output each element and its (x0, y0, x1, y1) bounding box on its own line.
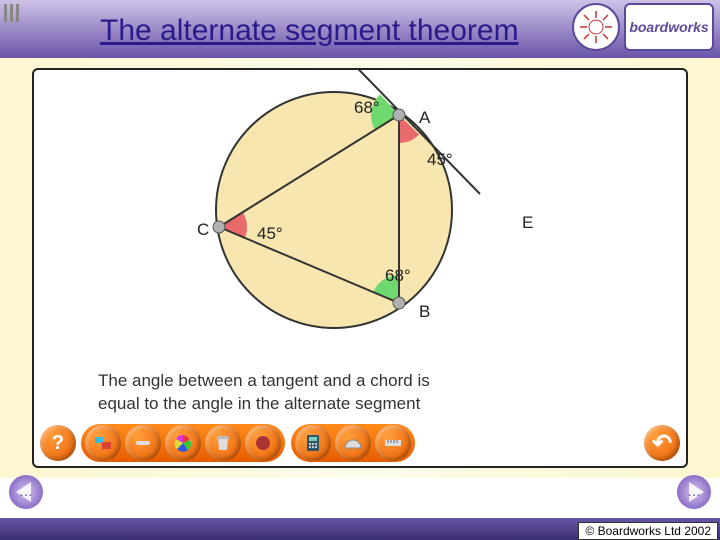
header-bar: The alternate segment theorem boardworks (0, 0, 720, 58)
protractor-icon[interactable] (335, 425, 371, 461)
calculator-icon[interactable] (295, 425, 331, 461)
trash-icon[interactable] (205, 425, 241, 461)
svg-text:68°: 68° (385, 266, 411, 285)
logo-area: boardworks (572, 3, 714, 51)
tool-group-draw (81, 424, 285, 462)
svg-text:B: B (419, 302, 430, 321)
svg-text:…: … (19, 483, 33, 499)
diagram: 68° 45° 45° 68° A B C E (34, 70, 686, 388)
page-title: The alternate segment theorem (100, 14, 519, 48)
sun-icon (572, 3, 620, 51)
ruler-icon[interactable] (375, 425, 411, 461)
next-slide-button[interactable]: … (674, 472, 714, 512)
toolbar: ? (38, 424, 682, 462)
svg-text:A: A (419, 108, 431, 127)
svg-text:E: E (522, 213, 533, 232)
copyright-label: © Boardworks Ltd 2002 (578, 522, 718, 540)
svg-text:45°: 45° (257, 224, 283, 243)
undo-button[interactable]: ↶ (644, 425, 680, 461)
boardworks-logo: boardworks (624, 3, 714, 51)
help-button[interactable]: ? (40, 425, 76, 461)
prev-slide-button[interactable]: … (6, 472, 46, 512)
pen-tool-icon[interactable] (125, 425, 161, 461)
stripes-icon (4, 4, 28, 28)
svg-text:68°: 68° (354, 98, 380, 117)
shapes-tool-icon[interactable] (85, 425, 121, 461)
tool-group-measure (291, 424, 415, 462)
svg-text:C: C (197, 220, 209, 239)
round-tool-icon[interactable] (245, 425, 281, 461)
svg-text:…: … (687, 483, 701, 499)
slide-canvas: 68° 45° 45° 68° A B C E The angle between a tan… (32, 68, 688, 468)
caption-text: The angle between a tangent and a chord … (98, 370, 430, 416)
svg-text:45°: 45° (427, 150, 453, 169)
colorwheel-icon[interactable] (165, 425, 201, 461)
